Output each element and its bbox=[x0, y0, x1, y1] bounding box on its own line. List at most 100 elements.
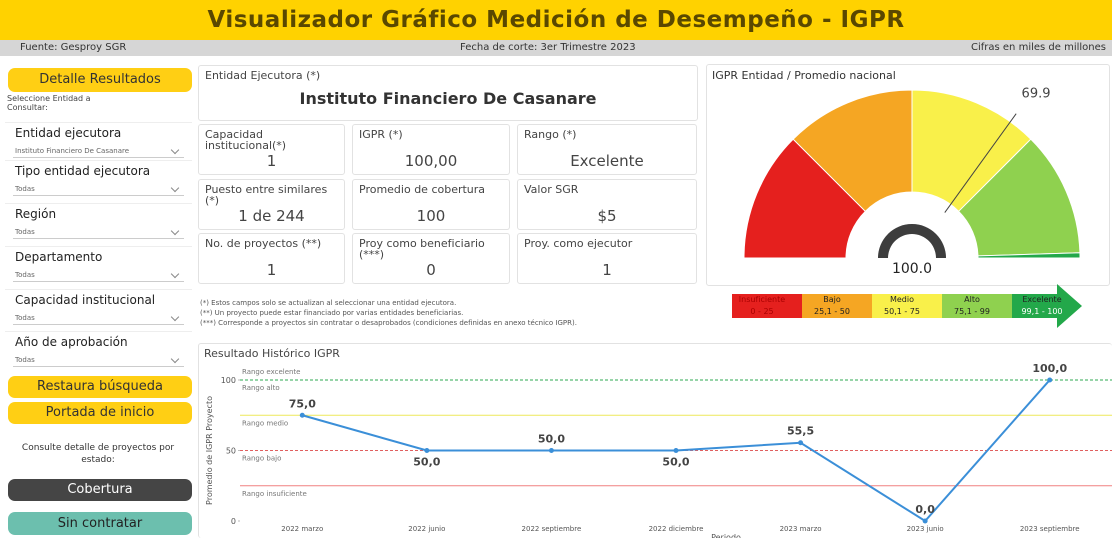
filter-select[interactable]: Todas bbox=[13, 225, 184, 239]
y-tick-label: 0 bbox=[231, 517, 236, 526]
target-label: 69.9 bbox=[1022, 87, 1051, 102]
subheader: Fuente: Gesproy SGR Fecha de corte: 3er … bbox=[0, 40, 1112, 56]
uncontracted-button[interactable]: Sin contratar bbox=[8, 512, 192, 535]
legend-range: 25,1 - 50 bbox=[814, 307, 850, 316]
point bbox=[798, 440, 804, 446]
filter-select[interactable]: Todas bbox=[13, 353, 184, 367]
band-label: Rango insuficiente bbox=[242, 490, 307, 498]
note: (***) Corresponde a proyectos sin contra… bbox=[200, 319, 577, 327]
legend-name: Medio bbox=[890, 295, 914, 304]
note: (*) Estos campos solo se actualizan al s… bbox=[200, 299, 457, 307]
chart-title: IGPR Entidad / Promedio nacional bbox=[712, 69, 896, 82]
entity-label: Entidad Ejecutora (*) bbox=[205, 69, 321, 82]
kpi-value: 100,00 bbox=[404, 152, 458, 170]
data-label: 50,0 bbox=[538, 433, 565, 446]
notes: (*) Estos campos solo se actualizan al s… bbox=[200, 298, 577, 328]
filter-label: Año de aprobación bbox=[15, 335, 128, 349]
legend-swatch bbox=[732, 294, 802, 318]
source: Fuente: Gesproy SGR bbox=[20, 42, 127, 53]
band-label: Rango excelente bbox=[242, 368, 301, 376]
units: Cifras en miles de millones bbox=[971, 42, 1106, 53]
filter-select[interactable]: Todas bbox=[13, 311, 184, 325]
point bbox=[922, 518, 928, 524]
detail-button[interactable]: Detalle Resultados bbox=[8, 68, 192, 92]
gauge-value bbox=[878, 224, 946, 258]
kpi-value: $5 bbox=[597, 207, 617, 225]
legend-swatch bbox=[942, 294, 1012, 318]
gauge-band bbox=[792, 89, 913, 213]
kpi-card: IGPR (*) 100,00 bbox=[352, 124, 510, 175]
filter-label: Tipo entidad ejecutora bbox=[15, 164, 151, 178]
kpi-card: Promedio de cobertura 100 bbox=[352, 179, 510, 230]
projects-prompt: Consulte detalle de proyectos por estado… bbox=[21, 443, 175, 465]
chart-title: Resultado Histórico IGPR bbox=[204, 347, 340, 360]
entity-name: Instituto Financiero De Casanare bbox=[299, 89, 597, 108]
legend-name: Alto bbox=[964, 295, 980, 304]
y-tick-label: 50 bbox=[226, 447, 236, 456]
filter-select[interactable]: Instituto Financiero De Casanare bbox=[13, 144, 184, 158]
gauge-value-label: 100.0 bbox=[892, 261, 932, 277]
filter: Tipo entidad ejecutora Todas bbox=[5, 160, 192, 200]
select-prompt: Seleccione Entidad a Consultar: bbox=[7, 94, 91, 112]
kpi-label: No. de proyectos (**) bbox=[205, 237, 322, 250]
filter-select[interactable]: Todas bbox=[13, 182, 184, 196]
kpi-label: Proy. como ejecutor bbox=[524, 237, 633, 250]
point bbox=[673, 448, 679, 453]
legend-name: Bajo bbox=[823, 295, 841, 304]
kpi-card: Capacidad institucional(*) 1 bbox=[198, 124, 345, 175]
legend-name: Insuficiente bbox=[739, 295, 785, 304]
gauge-band bbox=[911, 89, 1032, 213]
kpi-label: Valor SGR bbox=[524, 183, 579, 196]
kpi-value: 1 de 244 bbox=[238, 207, 305, 225]
x-tick-label: 2022 junio bbox=[408, 525, 445, 533]
kpi-card: Proy. como ejecutor 1 bbox=[517, 233, 697, 284]
filter-label: Capacidad institucional bbox=[15, 293, 156, 307]
filter-label: Entidad ejecutora bbox=[15, 126, 122, 140]
filter-label: Región bbox=[15, 207, 57, 221]
legend-range: 0 - 25 bbox=[750, 307, 773, 316]
filter: Departamento Todas bbox=[5, 246, 192, 286]
x-axis-title: Periodo bbox=[711, 533, 741, 538]
cutoff-date: Fecha de corte: 3er Trimestre 2023 bbox=[460, 42, 636, 53]
kpi-label: IGPR (*) bbox=[359, 128, 403, 141]
data-label: 100,0 bbox=[1032, 362, 1067, 375]
kpi-value: 0 bbox=[426, 261, 436, 279]
kpi-card: Proy como beneficiario (***) 0 bbox=[352, 233, 510, 284]
reset-button[interactable]: Restaura búsqueda bbox=[8, 376, 192, 398]
line-panel bbox=[198, 343, 1112, 538]
legend-swatch bbox=[802, 294, 872, 318]
data-label: 55,5 bbox=[787, 425, 814, 438]
legend-range: 50,1 - 75 bbox=[884, 307, 920, 316]
kpi-card: Rango (*) Excelente bbox=[517, 124, 697, 175]
page-title: Visualizador Gráfico Medición de Desempe… bbox=[0, 0, 1112, 40]
legend-range: 75,1 - 99 bbox=[954, 307, 990, 316]
data-label: 50,0 bbox=[662, 456, 689, 469]
legend-range: 99,1 - 100 bbox=[1021, 307, 1062, 316]
kpi-value: 1 bbox=[602, 261, 612, 279]
kpi-card: No. de proyectos (**) 1 bbox=[198, 233, 345, 284]
filter-select[interactable]: Todas bbox=[13, 268, 184, 282]
filter: Entidad ejecutora Instituto Financiero De… bbox=[5, 122, 192, 162]
note: (**) Un proyecto puede estar financiado … bbox=[200, 309, 464, 317]
gauge-band bbox=[977, 252, 1081, 259]
band-label: Rango bajo bbox=[242, 455, 281, 463]
legend-swatch bbox=[1012, 284, 1082, 328]
x-tick-label: 2023 septiembre bbox=[1020, 525, 1080, 533]
coverage-button[interactable]: Cobertura bbox=[8, 479, 192, 501]
home-button[interactable]: Portada de inicio bbox=[8, 402, 192, 424]
x-tick-label: 2023 junio bbox=[907, 525, 944, 533]
band-label: Rango medio bbox=[242, 419, 288, 427]
y-tick-label: 100 bbox=[221, 376, 236, 385]
kpi-value: 100 bbox=[416, 207, 446, 225]
kpi-value: 1 bbox=[266, 152, 277, 170]
kpi-value: Excelente bbox=[570, 152, 644, 170]
kpi-value: 1 bbox=[266, 261, 277, 279]
entity-panel: Entidad Ejecutora (*) Instituto Financie… bbox=[198, 65, 698, 121]
kpi-label: Capacidad institucional(*) bbox=[205, 128, 287, 152]
filter: Capacidad institucional Todas bbox=[5, 289, 192, 329]
filter: Región Todas bbox=[5, 203, 192, 243]
filter: Año de aprobación Todas bbox=[5, 331, 192, 371]
legend-name: Excelente bbox=[1022, 295, 1061, 304]
